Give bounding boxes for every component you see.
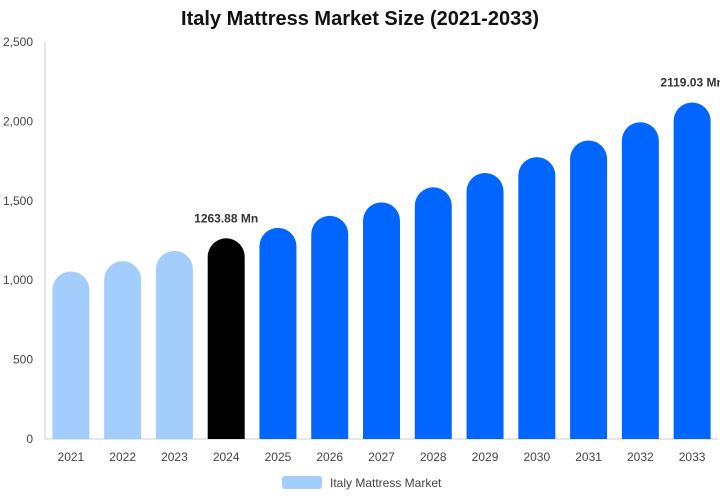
y-tick-label: 0 [26, 432, 33, 446]
bar-2022 [104, 261, 142, 439]
bar-2025 [259, 227, 297, 439]
bar-2027 [363, 202, 400, 439]
x-tick-label: 2024 [213, 450, 240, 464]
x-tick-label: 2028 [420, 450, 447, 464]
bar-2021 [52, 271, 90, 439]
bar-2029 [466, 173, 504, 439]
legend-swatch [282, 476, 322, 489]
x-tick-label: 2026 [316, 450, 343, 464]
legend-label: Italy Mattress Market [330, 476, 442, 490]
x-tick-label: 2031 [575, 450, 602, 464]
x-tick-label: 2021 [58, 450, 85, 464]
data-label-2033: 2119.03 Mn [660, 75, 720, 89]
bar-2031 [570, 140, 608, 440]
x-tick-label: 2027 [368, 450, 395, 464]
bar-2028 [414, 187, 452, 439]
bar-2032 [621, 122, 659, 439]
data-label-2024: 1263.88 Mn [194, 211, 258, 225]
x-tick-label: 2030 [523, 450, 550, 464]
x-tick-label: 2032 [627, 450, 654, 464]
bar-2026 [311, 215, 349, 439]
x-tick-label: 2025 [265, 450, 292, 464]
bar-2024 [207, 238, 245, 439]
x-tick-label: 2033 [679, 450, 706, 464]
y-tick-label: 1,500 [3, 194, 33, 208]
y-tick-label: 2,000 [3, 114, 33, 128]
x-tick-label: 2022 [109, 450, 136, 464]
chart-title: Italy Mattress Market Size (2021-2033) [181, 8, 539, 30]
x-tick-label: 2023 [161, 450, 188, 464]
bar-2030 [518, 157, 556, 439]
y-tick-label: 1,000 [3, 273, 33, 287]
x-tick-label: 2029 [472, 450, 499, 464]
y-tick-label: 2,500 [3, 35, 33, 49]
y-tick-label: 500 [13, 353, 33, 367]
bar-2023 [155, 250, 193, 439]
bar-2033 [673, 102, 711, 439]
